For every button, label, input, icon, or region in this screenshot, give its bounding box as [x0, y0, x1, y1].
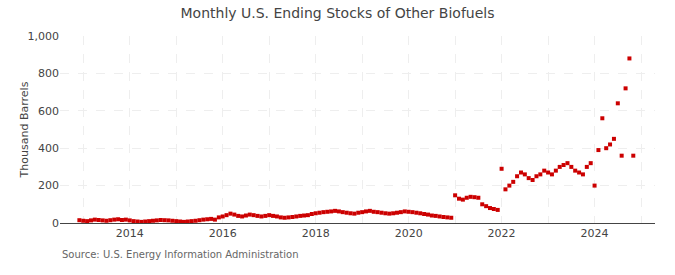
svg-text:Monthly U.S. Ending Stocks of: Monthly U.S. Ending Stocks of Other Biof…: [181, 5, 495, 21]
svg-text:200: 200: [38, 179, 59, 192]
svg-text:600: 600: [38, 105, 59, 118]
svg-text:2014: 2014: [116, 227, 144, 240]
svg-text:Source: U.S. Energy Informatio: Source: U.S. Energy Information Administ…: [62, 249, 299, 260]
svg-text:800: 800: [38, 67, 59, 80]
svg-text:2020: 2020: [395, 227, 423, 240]
svg-text:2024: 2024: [581, 227, 609, 240]
svg-text:Thousand Barrels: Thousand Barrels: [18, 81, 31, 178]
svg-text:2022: 2022: [488, 227, 516, 240]
svg-text:1,000: 1,000: [28, 30, 60, 43]
svg-text:0: 0: [52, 217, 59, 230]
svg-text:2018: 2018: [302, 227, 330, 240]
svg-text:400: 400: [38, 142, 59, 155]
svg-text:2016: 2016: [209, 227, 237, 240]
